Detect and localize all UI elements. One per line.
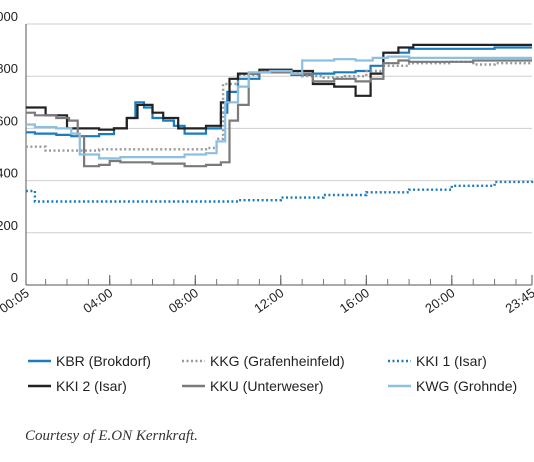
- y-tick-label: 400: [0, 166, 18, 181]
- y-tick-label: 200: [0, 218, 18, 233]
- chart: 0 200 400 600 800 1000 00:05 04:00 08:00 12:00 16…: [0, 9, 534, 394]
- series-line: [25, 60, 532, 152]
- y-tick-label: 0: [11, 270, 18, 285]
- legend-label: KKI 2 (Isar): [56, 378, 127, 394]
- x-tick-label: 20:00: [422, 285, 457, 316]
- series-line: [25, 46, 532, 138]
- x-tick-label: 08:00: [166, 285, 201, 316]
- legend-label: KWG (Grohnde): [416, 378, 517, 394]
- x-tick-label: 16:00: [337, 285, 372, 316]
- x-tick-label: 04:00: [80, 285, 115, 316]
- x-tick-label: 00:05: [0, 285, 32, 316]
- series-lines: [25, 43, 534, 203]
- x-tick-label: 12:00: [251, 285, 286, 316]
- y-tick-label: 1000: [0, 9, 18, 24]
- legend-label: KBR (Brokdorf): [56, 353, 151, 369]
- legend-label: KKG (Grafenheinfeld): [210, 353, 345, 369]
- legend-label: KKU (Unterweser): [210, 378, 324, 394]
- grid: [26, 23, 532, 286]
- credit-text: Courtesy of E.ON Kernkraft.: [25, 428, 198, 444]
- series-line: [25, 43, 532, 131]
- series-line: [25, 55, 532, 160]
- series-line: [25, 178, 534, 203]
- y-tick-label: 600: [0, 113, 18, 128]
- x-axis: 00:05 04:00 08:00 12:00 16:00 20:00 23:45: [0, 275, 534, 316]
- y-axis: 0 200 400 600 800 1000: [0, 9, 27, 285]
- series-line: [25, 59, 532, 168]
- legend: KBR (Brokdorf) KKG (Grafenheinfeld) KKI 1 …: [28, 353, 517, 394]
- x-tick-label: 23:45: [502, 285, 534, 316]
- legend-label: KKI 1 (Isar): [416, 353, 487, 369]
- y-tick-label: 800: [0, 61, 18, 76]
